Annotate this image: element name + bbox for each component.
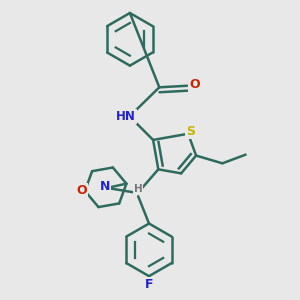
Text: F: F: [145, 278, 153, 291]
Text: HN: HN: [116, 110, 136, 123]
Text: N: N: [100, 181, 110, 194]
Text: H: H: [134, 184, 142, 194]
Text: S: S: [186, 125, 195, 138]
Text: O: O: [189, 78, 200, 91]
Text: O: O: [76, 184, 86, 197]
